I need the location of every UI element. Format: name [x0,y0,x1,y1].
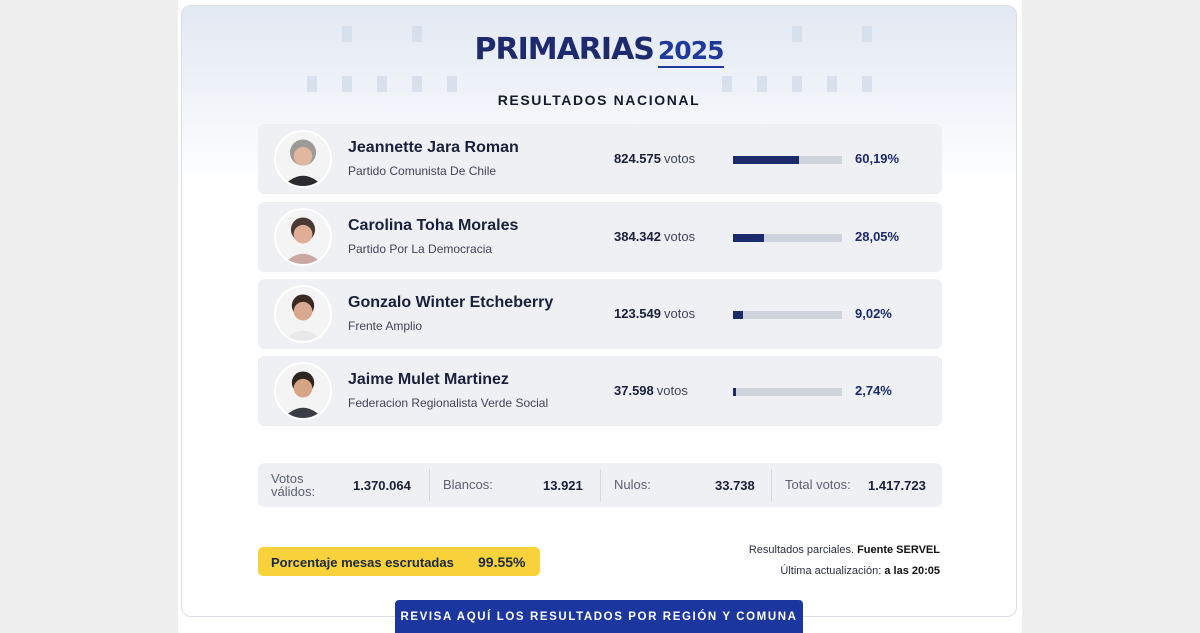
left-gutter [0,0,178,633]
totals-summary: Votos válidos: 1.370.064 Blancos: 13.921… [258,463,942,507]
vote-share-fill [733,156,799,164]
vote-share-fill [733,311,743,319]
updated-time: a las 20:05 [884,565,940,577]
candidate-row: Gonzalo Winter Etcheberry Frente Amplio … [258,279,942,349]
brand-logo: PRIMARIAS 2025 [182,32,1016,68]
vote-share-fill [733,388,736,396]
page-subtitle: RESULTADOS NACIONAL [497,92,701,108]
total-votes-label: Total votos: [785,477,851,492]
candidate-votes: 37.598 votos [614,383,688,398]
candidate-party: Frente Amplio [348,319,423,333]
divider [429,469,430,501]
candidate-party: Partido Comunista De Chile [348,164,497,178]
region-results-button[interactable]: REVISA AQUÍ LOS RESULTADOS POR REGIÓN Y … [395,600,803,633]
blank-votes-cell: Blancos: 13.921 [430,463,600,507]
vote-share-bar [733,388,842,396]
null-votes-cell: Nulos: 33.738 [601,463,771,507]
candidate-photo [274,208,332,266]
source-info: Resultados parciales. Fuente SERVEL Últi… [749,544,940,577]
valid-votes-label-1: Votos [271,471,304,486]
total-votes-value: 1.417.723 [868,478,926,493]
counted-tables-badge: Porcentaje mesas escrutadas 99.55% [258,547,540,576]
null-votes-label: Nulos: [614,477,651,492]
total-votes-cell: Total votos: 1.417.723 [772,463,942,507]
vote-share-fill [733,234,764,242]
vote-share-bar [733,234,842,242]
source-name: Fuente SERVEL [857,544,940,556]
blank-votes-value: 13.921 [543,478,583,493]
results-card: PRIMARIAS 2025 RESULTADOS NACIONAL Jeanne… [181,5,1017,617]
candidate-percent: 60,19% [855,151,900,166]
counted-tables-value: 99.55% [478,554,526,570]
candidate-votes: 123.549 votos [614,306,696,321]
null-votes-value: 33.738 [715,478,755,493]
counted-tables-label: Porcentaje mesas escrutadas [271,555,454,570]
brand-word: PRIMARIAS [474,32,654,67]
valid-votes-cell: Votos válidos: 1.370.064 [258,463,428,507]
valid-votes-value: 1.370.064 [353,478,411,493]
candidate-photo [274,362,332,420]
candidate-name: Jeannette Jara Roman [348,139,519,156]
updated-text: Última actualización: [780,565,882,577]
candidate-row: Jaime Mulet Martinez Federacion Regional… [258,356,942,426]
vote-share-bar [733,311,842,319]
candidate-percent: 2,74% [855,383,892,398]
candidate-photo [274,285,332,343]
candidate-votes: 384.342 votos [614,229,696,244]
source-text: Resultados parciales. [748,544,854,556]
candidate-row: Jeannette Jara Roman Partido Comunista D… [258,124,942,194]
vote-share-bar [733,156,842,164]
right-gutter [1022,0,1200,633]
candidate-percent: 9,02% [855,306,892,321]
candidate-row: Carolina Toha Morales Partido Por La Dem… [258,202,942,272]
divider [771,469,772,501]
candidate-name: Jaime Mulet Martinez [348,371,509,388]
candidate-party: Federacion Regionalista Verde Social [348,396,549,410]
candidate-name: Carolina Toha Morales [348,217,519,234]
candidate-name: Gonzalo Winter Etcheberry [348,294,554,311]
candidate-votes: 824.575 votos [614,151,696,166]
blank-votes-label: Blancos: [443,477,493,492]
divider [600,469,601,501]
valid-votes-label-2: válidos: [271,484,316,499]
candidate-party: Partido Por La Democracia [348,242,493,256]
brand-year: 2025 [657,36,724,68]
candidate-percent: 28,05% [855,229,900,244]
candidate-photo [274,130,332,188]
